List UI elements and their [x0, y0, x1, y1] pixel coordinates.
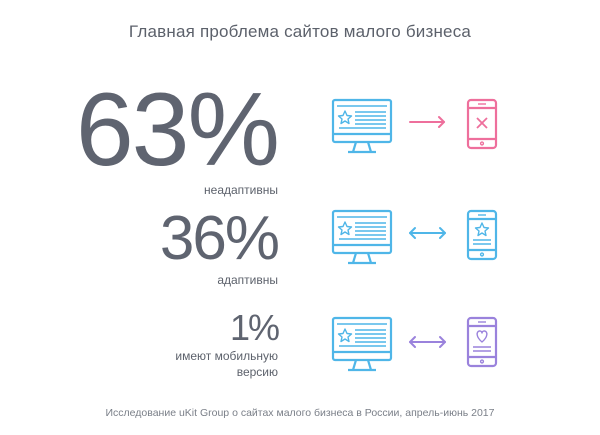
- stat-label-line-1: имеют мобильную: [175, 349, 278, 363]
- illustration-row-1: [331, 98, 498, 154]
- chart-title: Главная проблема сайтов малого бизнеса: [128, 22, 472, 41]
- stat-percent: 36%: [159, 204, 280, 273]
- stat-block: 63% неадаптивны: [75, 72, 280, 198]
- stat-percent: 63%: [75, 72, 280, 188]
- two-way-arrow-icon: [409, 336, 446, 348]
- source-footnote: Исследование uKit Group о сайтах малого …: [105, 407, 495, 419]
- phone-heart-icon: [466, 316, 498, 368]
- one-way-arrow-icon: [409, 116, 445, 128]
- stat-block: 1% имеют мобильную версию: [175, 307, 280, 380]
- phone-cross-icon: [466, 98, 498, 150]
- stat-label: неадаптивны: [204, 183, 278, 197]
- monitor-icon: [331, 209, 393, 265]
- two-way-arrow-icon: [409, 227, 446, 239]
- stat-row-adaptive: 36% адаптивны: [0, 208, 600, 288]
- stat-label: адаптивны: [217, 273, 278, 287]
- illustration-row-3: [331, 316, 498, 372]
- stat-row-non-adaptive: 63% неадаптивны: [0, 78, 600, 197]
- stat-block: 36% адаптивны: [159, 204, 280, 288]
- phone-star-icon: [466, 209, 498, 261]
- monitor-icon: [331, 98, 393, 154]
- monitor-icon: [331, 316, 393, 372]
- illustration-row-2: [331, 209, 498, 265]
- stat-label-line-2: версию: [236, 365, 278, 379]
- stat-row-mobile-version: 1% имеют мобильную версию: [0, 310, 600, 390]
- stat-percent: 1%: [229, 307, 280, 348]
